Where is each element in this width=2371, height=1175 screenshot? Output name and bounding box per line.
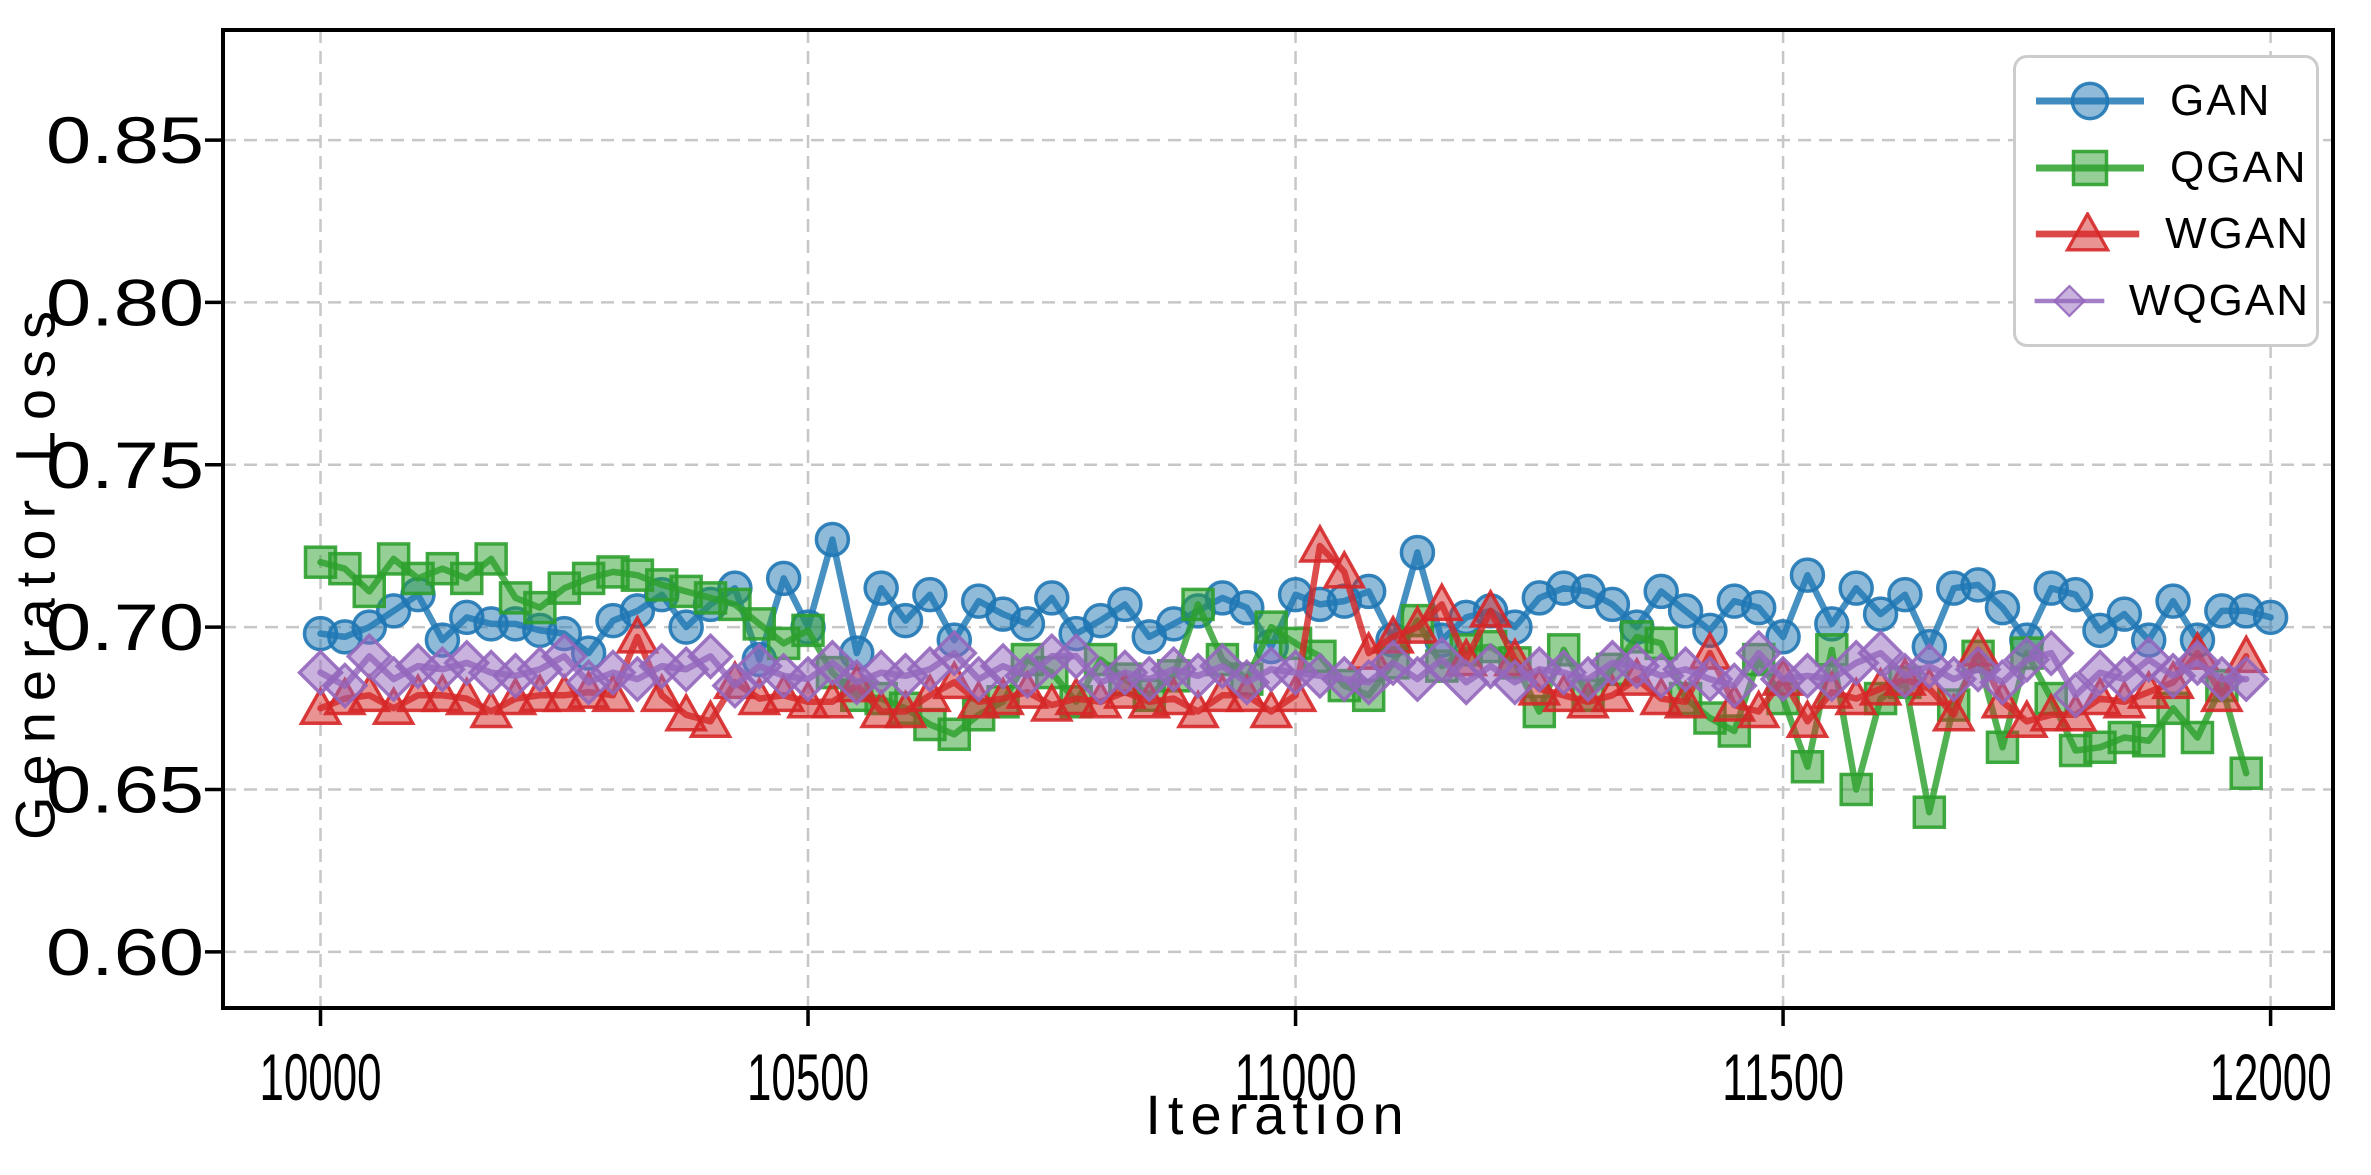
legend-item-wgan: WGAN [2032, 209, 2310, 259]
series-WQGAN [297, 629, 2270, 719]
legend-label: WQGAN [2128, 275, 2310, 325]
y-tick-label: 0.60 [46, 915, 204, 989]
diamond-marker-icon [2034, 284, 2105, 318]
y-tick-label: 0.85 [46, 103, 204, 177]
axis-ticks [205, 138, 2273, 1026]
triangle-marker-icon [2035, 212, 2140, 252]
x-tick-label: 12000 [2210, 1040, 2332, 1114]
x-tick-label: 10500 [747, 1040, 869, 1114]
legend-item-qgan: QGAN [2032, 143, 2310, 193]
y-tick-label: 0.70 [46, 590, 204, 664]
circle-marker-icon [2036, 81, 2144, 121]
x-tick-label: 10000 [260, 1040, 382, 1114]
tick-labels: 10000 10500 11000 11500 12000 0.60 0.65 0.70 0.7… [46, 103, 2332, 1114]
x-tick-label: 11500 [1722, 1040, 1844, 1114]
plot-border [221, 28, 2335, 1010]
y-tick-label: 0.75 [46, 428, 204, 502]
legend-label: QGAN [2170, 142, 2308, 192]
legend-item-wqgan: WQGAN [2032, 276, 2310, 326]
x-tick-label: 11000 [1235, 1040, 1357, 1114]
square-marker-icon [2036, 149, 2144, 186]
y-tick-label: 0.65 [46, 752, 204, 826]
y-tick-label: 0.80 [46, 265, 204, 339]
legend-item-gan: GAN [2032, 76, 2310, 126]
x-axis-label: Iteration [1145, 1083, 1411, 1146]
legend-label: WGAN [2165, 209, 2310, 259]
legend-label: GAN [2170, 76, 2272, 126]
legend: GAN QGAN WGAN WQGAN [2013, 55, 2319, 347]
y-axis-label: Generator Loss [3, 300, 67, 840]
